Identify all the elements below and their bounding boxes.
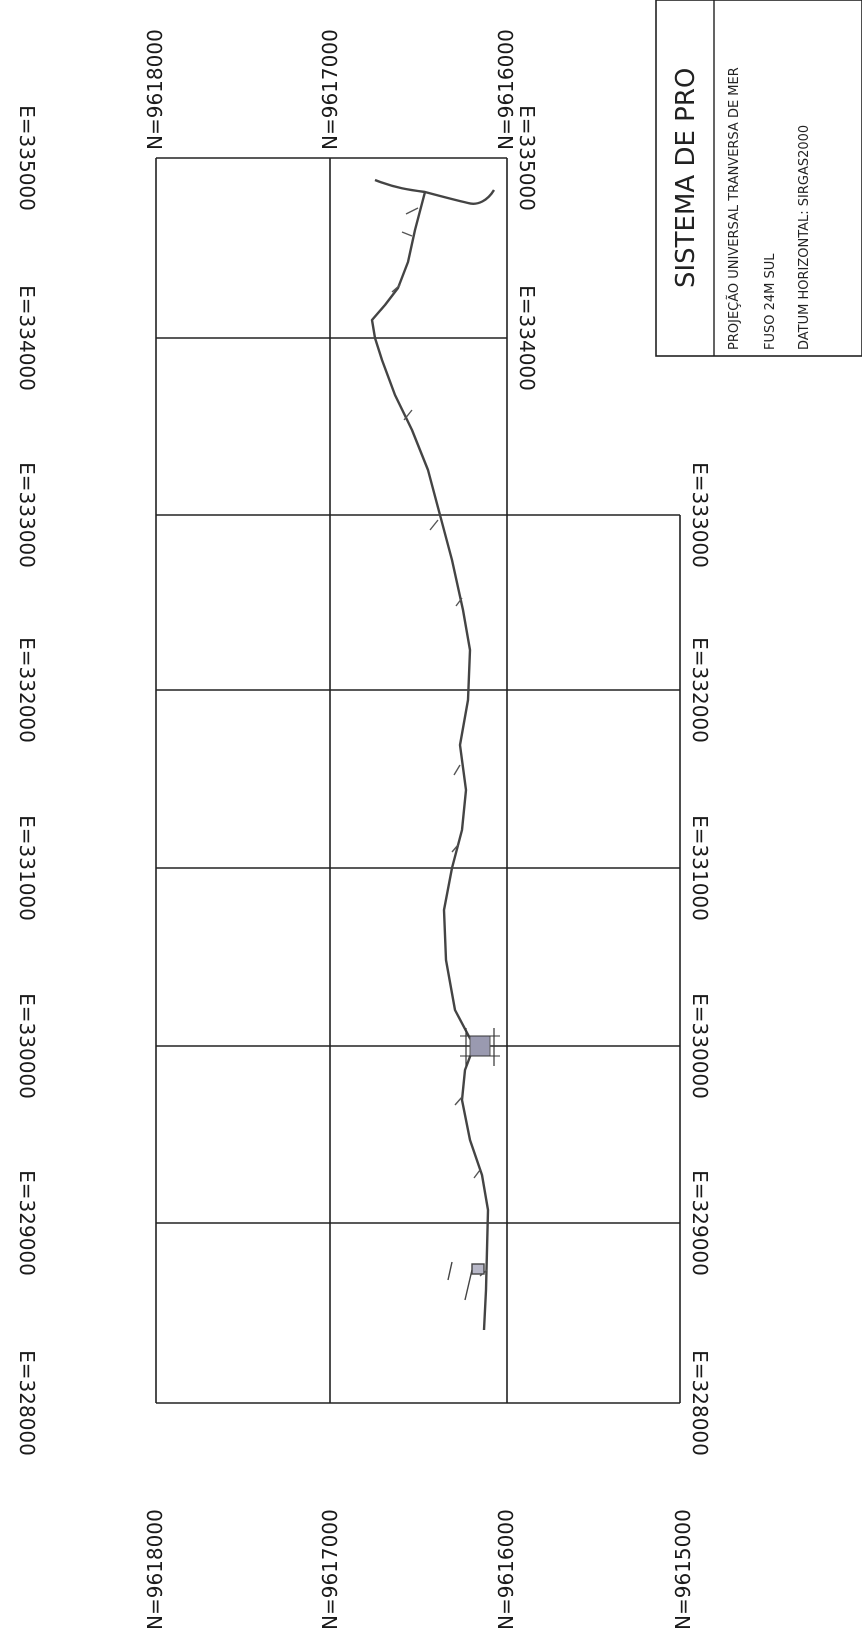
east-label: E=328000 — [688, 1350, 712, 1456]
east-label: E=332000 — [15, 637, 39, 743]
route-ticks — [391, 207, 488, 1277]
end-feature — [447, 1261, 485, 1301]
info-title: SISTEMA DE PRO — [671, 68, 701, 288]
info-line: DATUM HORIZONTAL: SIRGAS2000 — [797, 125, 812, 350]
east-label: E=331000 — [15, 815, 39, 921]
info-line: FUSO 24M SUL — [763, 253, 778, 350]
north-label: N=9616000 — [494, 1509, 518, 1630]
north-labels-bottom: N=9618000 N=9617000 N=9616000 N=9615000 — [143, 1509, 695, 1630]
east-labels-left: E=335000 E=334000 E=333000 E=332000 E=33… — [15, 105, 39, 1456]
east-label: E=332000 — [688, 637, 712, 743]
east-label: E=334000 — [15, 285, 39, 391]
north-labels-top: N=9618000 N=9617000 N=9616000 — [143, 29, 518, 150]
east-label: E=333000 — [15, 462, 39, 568]
north-label: N=9618000 — [143, 29, 167, 150]
east-label: E=335000 — [15, 105, 39, 211]
projection-info-box: SISTEMA DE PRO PROJEÇÃO UNIVERSAL TRANVE… — [655, 0, 862, 357]
east-label: E=328000 — [15, 1350, 39, 1456]
north-label: N=9618000 — [143, 1509, 167, 1630]
east-label: E=329000 — [688, 1170, 712, 1276]
east-labels-right: E=333000 E=332000 E=331000 E=330000 E=32… — [688, 462, 712, 1456]
north-label: N=9615000 — [671, 1509, 695, 1630]
north-label: N=9617000 — [318, 29, 342, 150]
east-label: E=329000 — [15, 1170, 39, 1276]
info-line: PROJEÇÃO UNIVERSAL TRANVERSA DE MER — [726, 67, 742, 350]
north-label: N=9616000 — [494, 29, 518, 150]
east-label: E=335000 — [515, 105, 539, 211]
east-label: E=331000 — [688, 815, 712, 921]
coordinate-grid — [155, 157, 681, 1404]
route-line — [370, 178, 496, 1331]
east-label: E=330000 — [15, 993, 39, 1099]
east-label: E=330000 — [688, 993, 712, 1099]
site-marker — [460, 1028, 500, 1066]
east-labels-middle: E=335000 E=334000 — [515, 105, 539, 391]
east-label: E=334000 — [515, 285, 539, 391]
east-label: E=333000 — [688, 462, 712, 568]
north-label: N=9617000 — [318, 1509, 342, 1630]
